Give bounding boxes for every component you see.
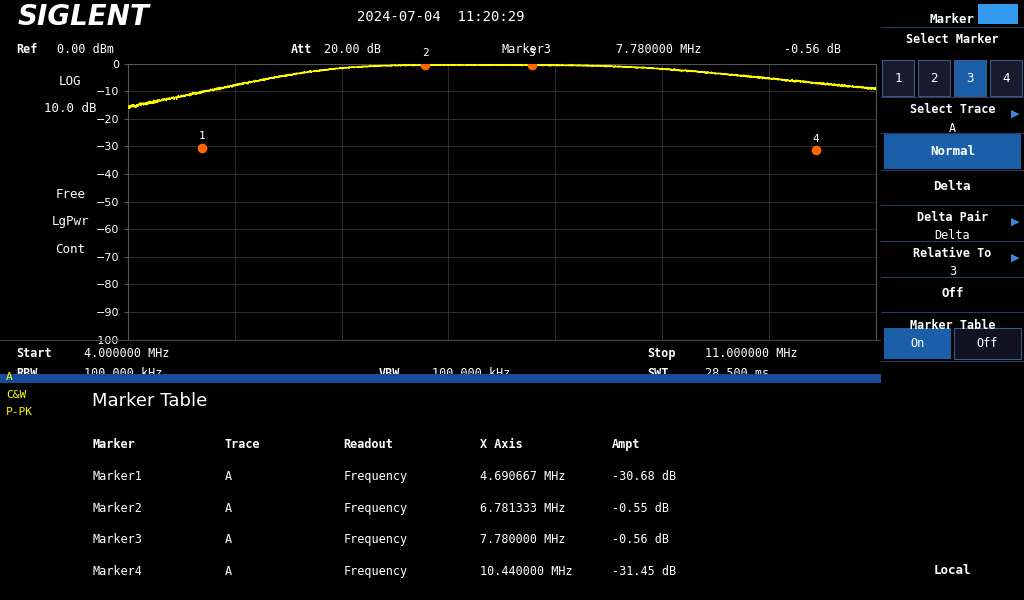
Text: Marker Table: Marker Table [909, 319, 995, 332]
Text: Delta: Delta [935, 229, 970, 242]
Text: Delta Pair: Delta Pair [916, 211, 988, 224]
FancyBboxPatch shape [918, 60, 950, 96]
Text: 28.500 ms: 28.500 ms [705, 367, 769, 380]
Text: 0.00 dBm: 0.00 dBm [57, 43, 115, 56]
Text: 4: 4 [1001, 71, 1010, 85]
Text: 4: 4 [812, 134, 819, 143]
Text: Marker Table: Marker Table [92, 392, 208, 410]
Text: Marker1: Marker1 [92, 470, 142, 483]
Text: Frequency: Frequency [343, 533, 408, 547]
Text: A: A [224, 502, 231, 515]
Text: A: A [224, 533, 231, 547]
Text: 2024-07-04  11:20:29: 2024-07-04 11:20:29 [356, 10, 524, 24]
Text: C&W: C&W [6, 390, 27, 400]
Text: 100.000 kHz: 100.000 kHz [84, 367, 162, 380]
Text: SIGLENT: SIGLENT [17, 3, 150, 31]
Text: Cont: Cont [55, 243, 85, 256]
Text: 1: 1 [199, 131, 205, 142]
Text: Ampt: Ampt [612, 437, 641, 451]
Text: Relative To: Relative To [913, 247, 991, 260]
Text: Marker: Marker [92, 437, 135, 451]
Text: X Axis: X Axis [480, 437, 522, 451]
Text: ▶: ▶ [1011, 217, 1020, 227]
Text: 4.690667 MHz: 4.690667 MHz [480, 470, 565, 483]
Text: 10.0 dB: 10.0 dB [44, 102, 96, 115]
Text: -0.56 dB: -0.56 dB [612, 533, 669, 547]
Text: 4.000000 MHz: 4.000000 MHz [84, 347, 169, 360]
Text: Frequency: Frequency [343, 502, 408, 515]
Text: 2: 2 [422, 48, 428, 58]
Text: SWT: SWT [647, 367, 669, 380]
FancyBboxPatch shape [0, 374, 881, 383]
Text: Normal: Normal [930, 145, 975, 158]
FancyBboxPatch shape [978, 4, 1018, 24]
Text: ▶: ▶ [1011, 109, 1020, 119]
Text: 20.00 dB: 20.00 dB [324, 43, 381, 56]
Text: Free: Free [55, 188, 85, 201]
Text: Select Trace: Select Trace [909, 103, 995, 116]
FancyBboxPatch shape [884, 328, 951, 359]
Text: 2: 2 [930, 71, 938, 85]
Text: A: A [224, 565, 231, 578]
Text: Start: Start [15, 347, 51, 360]
Text: 1: 1 [894, 71, 902, 85]
Text: -0.56 dB: -0.56 dB [783, 43, 841, 56]
FancyBboxPatch shape [953, 328, 1021, 359]
Text: LOG: LOG [59, 74, 82, 88]
Text: Ref: Ref [15, 43, 37, 56]
Text: LgPwr: LgPwr [51, 215, 89, 229]
Text: Marker3: Marker3 [502, 43, 552, 56]
Text: Frequency: Frequency [343, 470, 408, 483]
Text: Stop: Stop [647, 347, 676, 360]
Text: -30.68 dB: -30.68 dB [612, 470, 676, 483]
Text: Off: Off [941, 287, 964, 300]
Text: Select Marker: Select Marker [906, 33, 998, 46]
Text: P-PK: P-PK [6, 407, 33, 417]
Text: 11.000000 MHz: 11.000000 MHz [705, 347, 797, 360]
FancyBboxPatch shape [953, 60, 986, 96]
Text: Marker3: Marker3 [92, 533, 142, 547]
Text: 6.781333 MHz: 6.781333 MHz [480, 502, 565, 515]
Text: Trace: Trace [224, 437, 260, 451]
Text: Frequency: Frequency [343, 565, 408, 578]
Text: Delta: Delta [934, 180, 971, 193]
Text: Att: Att [291, 43, 312, 56]
Text: VBW: VBW [379, 367, 400, 380]
Text: ▶: ▶ [1011, 253, 1020, 263]
Text: 10.440000 MHz: 10.440000 MHz [480, 565, 572, 578]
Text: RBW: RBW [15, 367, 37, 380]
Text: Off: Off [977, 337, 998, 350]
Text: 100.000 kHz: 100.000 kHz [431, 367, 510, 380]
Text: 3: 3 [949, 265, 955, 278]
Text: -0.55 dB: -0.55 dB [612, 502, 669, 515]
FancyBboxPatch shape [989, 60, 1022, 96]
Text: Readout: Readout [343, 437, 393, 451]
Text: Local: Local [934, 563, 971, 577]
Text: A: A [6, 371, 13, 382]
Text: A: A [949, 122, 955, 135]
Text: A: A [224, 470, 231, 483]
Text: Marker: Marker [930, 13, 975, 26]
Text: Marker2: Marker2 [92, 502, 142, 515]
Text: Marker4: Marker4 [92, 565, 142, 578]
Text: 7.780000 MHz: 7.780000 MHz [480, 533, 565, 547]
Text: On: On [910, 337, 925, 350]
Text: 7.780000 MHz: 7.780000 MHz [616, 43, 701, 56]
Text: -31.45 dB: -31.45 dB [612, 565, 676, 578]
FancyBboxPatch shape [884, 134, 1021, 169]
FancyBboxPatch shape [882, 60, 914, 96]
Text: 3: 3 [966, 71, 974, 85]
Text: 3: 3 [528, 48, 535, 58]
